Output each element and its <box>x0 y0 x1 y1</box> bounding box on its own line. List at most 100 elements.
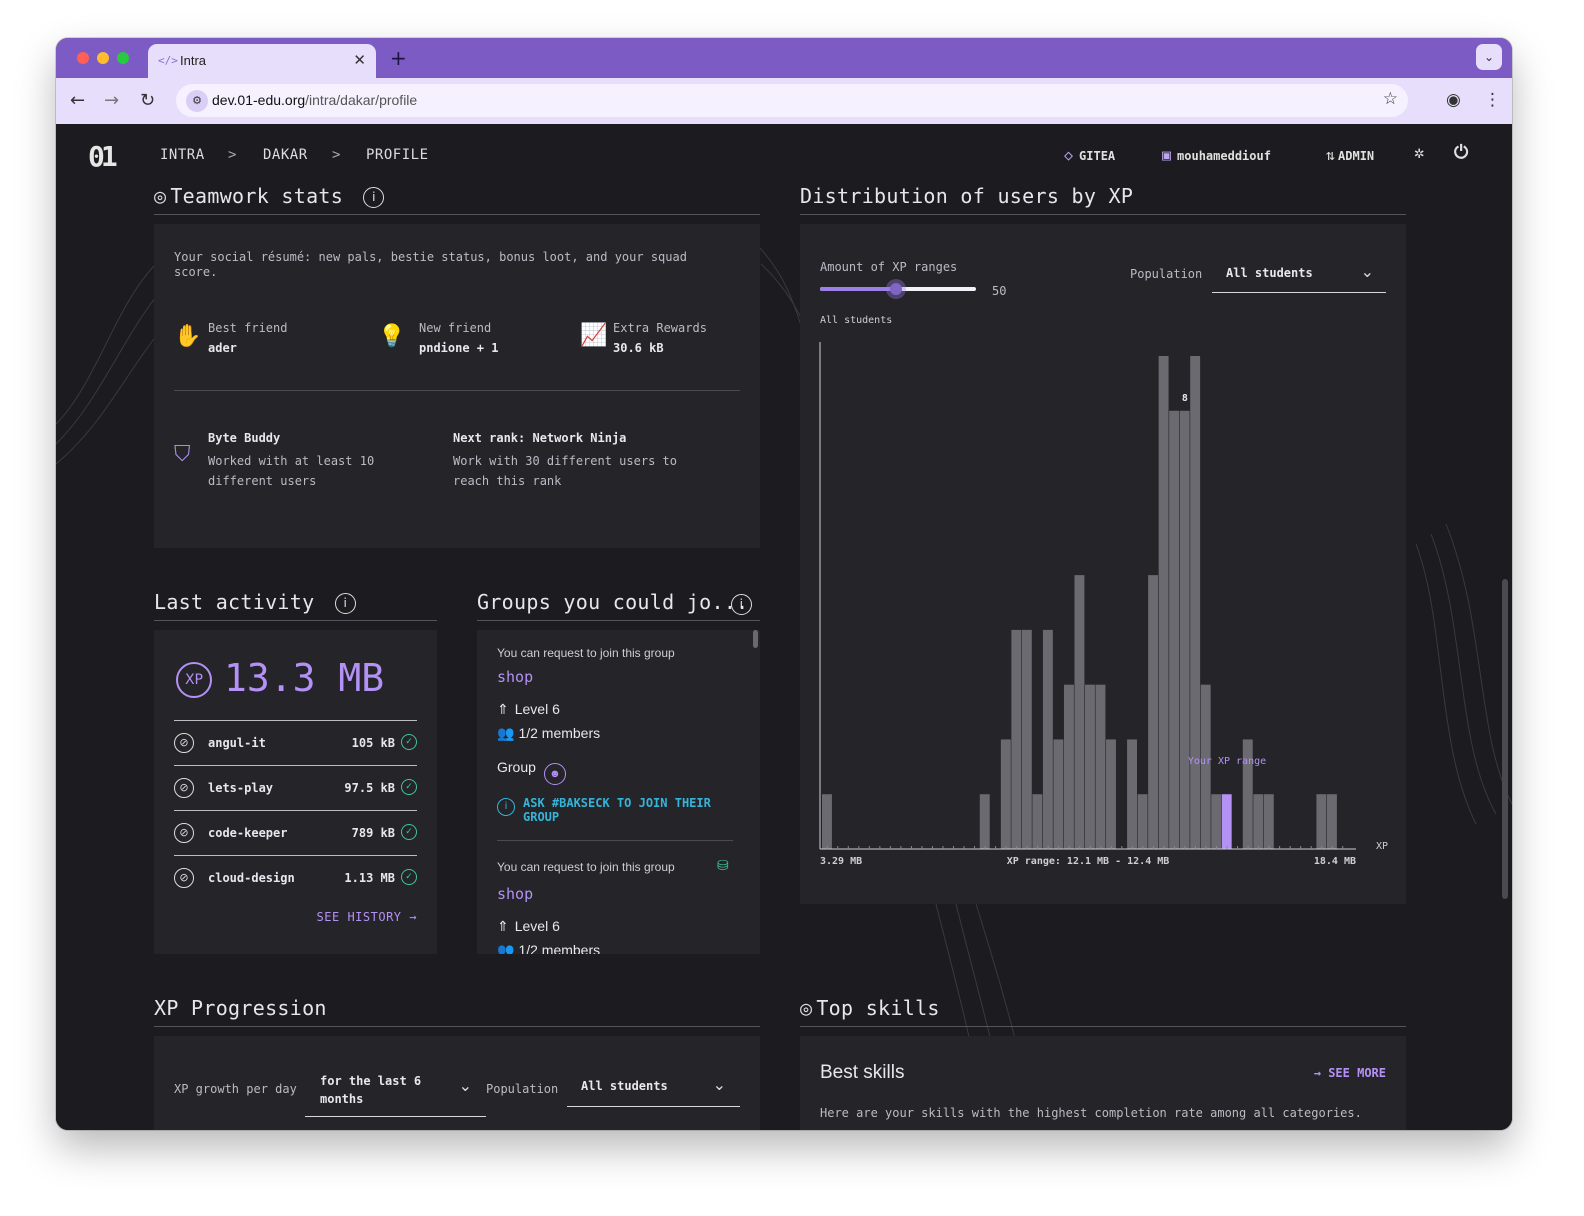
section-divider <box>154 1026 760 1027</box>
sort-icon: ⇅ <box>1326 146 1336 164</box>
check-circle-icon: ✓ <box>401 779 417 795</box>
breadcrumb-intra[interactable]: INTRA <box>160 147 205 163</box>
histogram-bar[interactable] <box>979 794 990 849</box>
minimize-window-button[interactable] <box>97 52 109 64</box>
histogram-bar[interactable] <box>1200 684 1211 849</box>
section-divider <box>477 620 760 621</box>
admin-link[interactable]: ⇅ ADMIN <box>1326 146 1375 164</box>
histogram-bar[interactable] <box>1326 794 1337 849</box>
next-rank-description: Work with 30 different users to reach th… <box>453 454 677 488</box>
histogram-bar[interactable] <box>1042 629 1053 849</box>
section-divider <box>800 1026 1406 1027</box>
histogram-bar[interactable] <box>1158 356 1169 849</box>
histogram-bar[interactable] <box>1074 575 1085 849</box>
info-icon[interactable]: i <box>731 594 752 615</box>
best-friend-label: Best friend <box>208 321 288 335</box>
tab-search-button[interactable]: ⌄ <box>1476 44 1502 70</box>
list-item[interactable]: ⊘ lets-play 97.5 kB ✓ <box>174 765 417 810</box>
new-tab-button[interactable]: + <box>390 46 407 70</box>
histogram-bar[interactable] <box>1148 575 1159 849</box>
histogram-bar[interactable] <box>822 794 832 849</box>
power-icon[interactable]: ⏻ <box>1454 142 1469 163</box>
xp-ranges-slider[interactable] <box>820 283 976 295</box>
bookmark-star-icon[interactable]: ☆ <box>1382 89 1398 109</box>
list-item[interactable]: ⊘ cloud-design 1.13 MB ✓ <box>174 855 417 900</box>
compass-icon: ⊘ <box>174 823 194 843</box>
list-item[interactable]: ⊘ angul-it 105 kB ✓ <box>174 720 417 765</box>
zoom-window-button[interactable] <box>117 52 129 64</box>
breadcrumb-dakar[interactable]: DAKAR <box>263 147 308 163</box>
histogram-bar[interactable] <box>1179 410 1190 849</box>
arrow-right-icon: → <box>1313 1066 1321 1080</box>
back-icon[interactable]: ← <box>70 90 86 111</box>
groups-scrollbar[interactable] <box>753 630 758 648</box>
population-select[interactable]: All students ⌄ <box>567 1066 740 1107</box>
histogram-bar[interactable] <box>1253 794 1264 849</box>
request-text: You can request to join this group <box>497 646 675 660</box>
group-name[interactable]: shop <box>497 668 534 686</box>
list-item[interactable]: ⊘ code-keeper 789 kB ✓ <box>174 810 417 855</box>
best-skills-subtitle: Best skills <box>820 1062 905 1083</box>
group-members: 👥 1/2 members <box>497 725 601 741</box>
slider-fill <box>820 287 897 291</box>
browser-tab[interactable]: </> Intra ✕ <box>148 44 376 78</box>
tab-title: Intra <box>180 53 207 68</box>
bug-icon[interactable]: ✲ <box>1414 143 1425 163</box>
slider-thumb[interactable] <box>890 283 903 295</box>
menu-kebab-icon[interactable]: ⋮ <box>1484 90 1501 110</box>
histogram-bar[interactable] <box>1063 684 1074 849</box>
users-icon: 👥 <box>497 942 515 954</box>
histogram-bar[interactable] <box>1169 410 1180 849</box>
histogram-bar[interactable] <box>1000 739 1011 849</box>
population-label: Population <box>486 1082 559 1096</box>
close-tab-icon[interactable]: ✕ <box>353 51 366 69</box>
group-name[interactable]: shop <box>497 885 534 903</box>
histogram-bar[interactable] <box>1106 739 1116 849</box>
histogram-bar[interactable] <box>1032 794 1043 849</box>
teamwork-description: Your social résumé: new pals, bestie sta… <box>174 250 687 279</box>
user-link[interactable]: ▣ mouhameddiouf <box>1162 146 1271 164</box>
histogram-bar[interactable] <box>1211 794 1222 849</box>
histogram-bar[interactable] <box>1316 794 1327 849</box>
histogram-bar[interactable] <box>1053 739 1064 849</box>
info-icon[interactable]: i <box>363 187 385 208</box>
logo[interactable]: 01 <box>88 140 118 173</box>
activity-value: 1.13 MB <box>344 871 395 885</box>
xp-range-label: XP range: 12.1 MB - 12.4 MB <box>1007 856 1170 867</box>
site-settings-icon[interactable]: ⚙ <box>186 90 208 112</box>
histogram-bar[interactable] <box>1242 739 1253 849</box>
info-icon[interactable]: i <box>334 593 356 614</box>
see-more-link[interactable]: → SEE MORE <box>1313 1066 1386 1080</box>
histogram-bar[interactable] <box>1021 629 1032 849</box>
growth-period-select[interactable]: for the last 6 months ⌄ <box>305 1062 486 1117</box>
ask-to-join-link[interactable]: ASK #BAKSECK TO JOIN THEIR GROUP <box>523 796 711 824</box>
extra-rewards-label: Extra Rewards <box>613 321 707 335</box>
gitea-link[interactable]: ◇ GITEA <box>1064 146 1116 164</box>
page-scrollbar[interactable] <box>1502 579 1508 899</box>
histogram-bar[interactable] <box>1127 739 1137 849</box>
address-bar[interactable]: ⚙ dev.01-edu.org/intra/dakar/profile ☆ <box>176 84 1408 117</box>
level-icon: ⇑ <box>497 918 509 934</box>
forward-icon[interactable]: → <box>104 90 120 111</box>
histogram-bar[interactable] <box>1137 794 1148 849</box>
activity-value: 789 kB <box>351 826 395 840</box>
breadcrumb-separator: > <box>228 147 237 163</box>
your-xp-bar[interactable] <box>1221 794 1232 849</box>
histogram-bar[interactable] <box>1263 794 1274 849</box>
histogram-bar[interactable] <box>1095 684 1106 849</box>
histogram-bar[interactable] <box>1085 684 1095 849</box>
close-window-button[interactable] <box>77 52 89 64</box>
see-history-link[interactable]: SEE HISTORY → <box>316 910 417 924</box>
code-favicon-icon: </> <box>158 54 178 67</box>
activity-list: ⊘ angul-it 105 kB ✓ ⊘ lets-play 97.5 kB … <box>174 720 417 900</box>
profile-icon[interactable]: ◉ <box>1446 90 1461 110</box>
request-text: You can request to join this group <box>497 860 675 874</box>
url-text[interactable]: dev.01-edu.org/intra/dakar/profile <box>212 92 418 108</box>
activity-value: 97.5 kB <box>344 781 395 795</box>
histogram-bar[interactable] <box>1190 356 1201 849</box>
population-select[interactable]: All students ⌄ <box>1212 256 1386 293</box>
section-divider <box>154 620 437 621</box>
population-label: Population <box>1130 267 1203 281</box>
reload-icon[interactable]: ↻ <box>140 90 156 111</box>
histogram-bar[interactable] <box>1011 629 1022 849</box>
